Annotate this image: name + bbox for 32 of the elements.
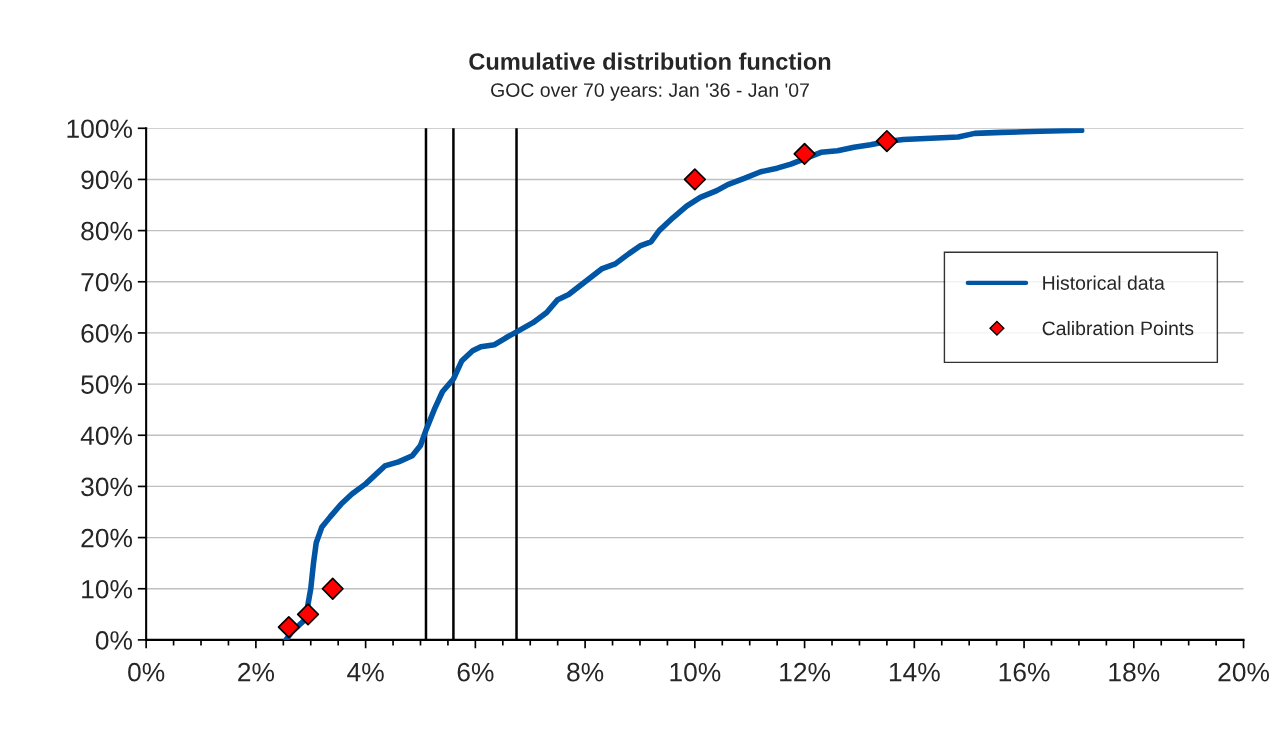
y-tick-label: 50% xyxy=(81,375,133,394)
x-tick-label: 6% xyxy=(457,662,494,682)
y-tick-label: 30% xyxy=(81,477,133,497)
point xyxy=(683,168,706,191)
x-tick-label: 8% xyxy=(567,662,604,682)
x-tick-label: 2% xyxy=(238,662,275,682)
y-tick-label: 60% xyxy=(81,324,133,343)
x-tick-label: 10% xyxy=(670,662,721,682)
chart-subtitle: GOC over 70 years: Jan '36 - Jan '07 xyxy=(491,83,809,101)
y-tick-label: 40% xyxy=(80,426,133,446)
x-tick-label: 12% xyxy=(780,662,831,682)
chart-title: Cumulative distribution function xyxy=(469,52,831,70)
y-tick-label: 10% xyxy=(82,579,133,599)
x-tick-label: 4% xyxy=(347,662,384,682)
x-tick-label: 0% xyxy=(128,662,165,682)
x-tick-label: 18% xyxy=(1109,662,1160,682)
point xyxy=(321,577,344,600)
y-tick-label: 90% xyxy=(81,170,133,190)
point xyxy=(793,142,816,165)
legend-label: Historical data xyxy=(1043,275,1165,290)
y-tick-label: 0% xyxy=(95,631,133,650)
y-tick-label: 20% xyxy=(81,528,133,548)
x-tick-label: 14% xyxy=(889,662,940,682)
point xyxy=(277,615,300,639)
y-tick-label: 80% xyxy=(81,221,133,241)
x-tick-label: 20% xyxy=(1218,662,1270,682)
point xyxy=(296,603,320,626)
legend-label: Calibration Points xyxy=(1042,320,1194,336)
x-tick-label: 16% xyxy=(999,662,1050,682)
y-tick-label: 100% xyxy=(67,119,133,139)
y-tick-label: 70% xyxy=(81,272,133,292)
point xyxy=(875,129,899,153)
